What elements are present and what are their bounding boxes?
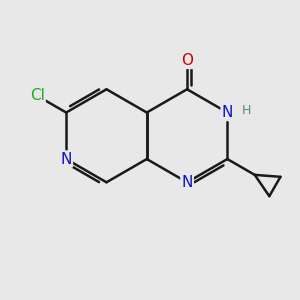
Text: H: H — [242, 104, 252, 117]
Text: N: N — [61, 152, 72, 166]
Text: O: O — [181, 53, 193, 68]
Text: N: N — [182, 175, 193, 190]
Text: N: N — [222, 105, 233, 120]
Text: Cl: Cl — [30, 88, 45, 103]
